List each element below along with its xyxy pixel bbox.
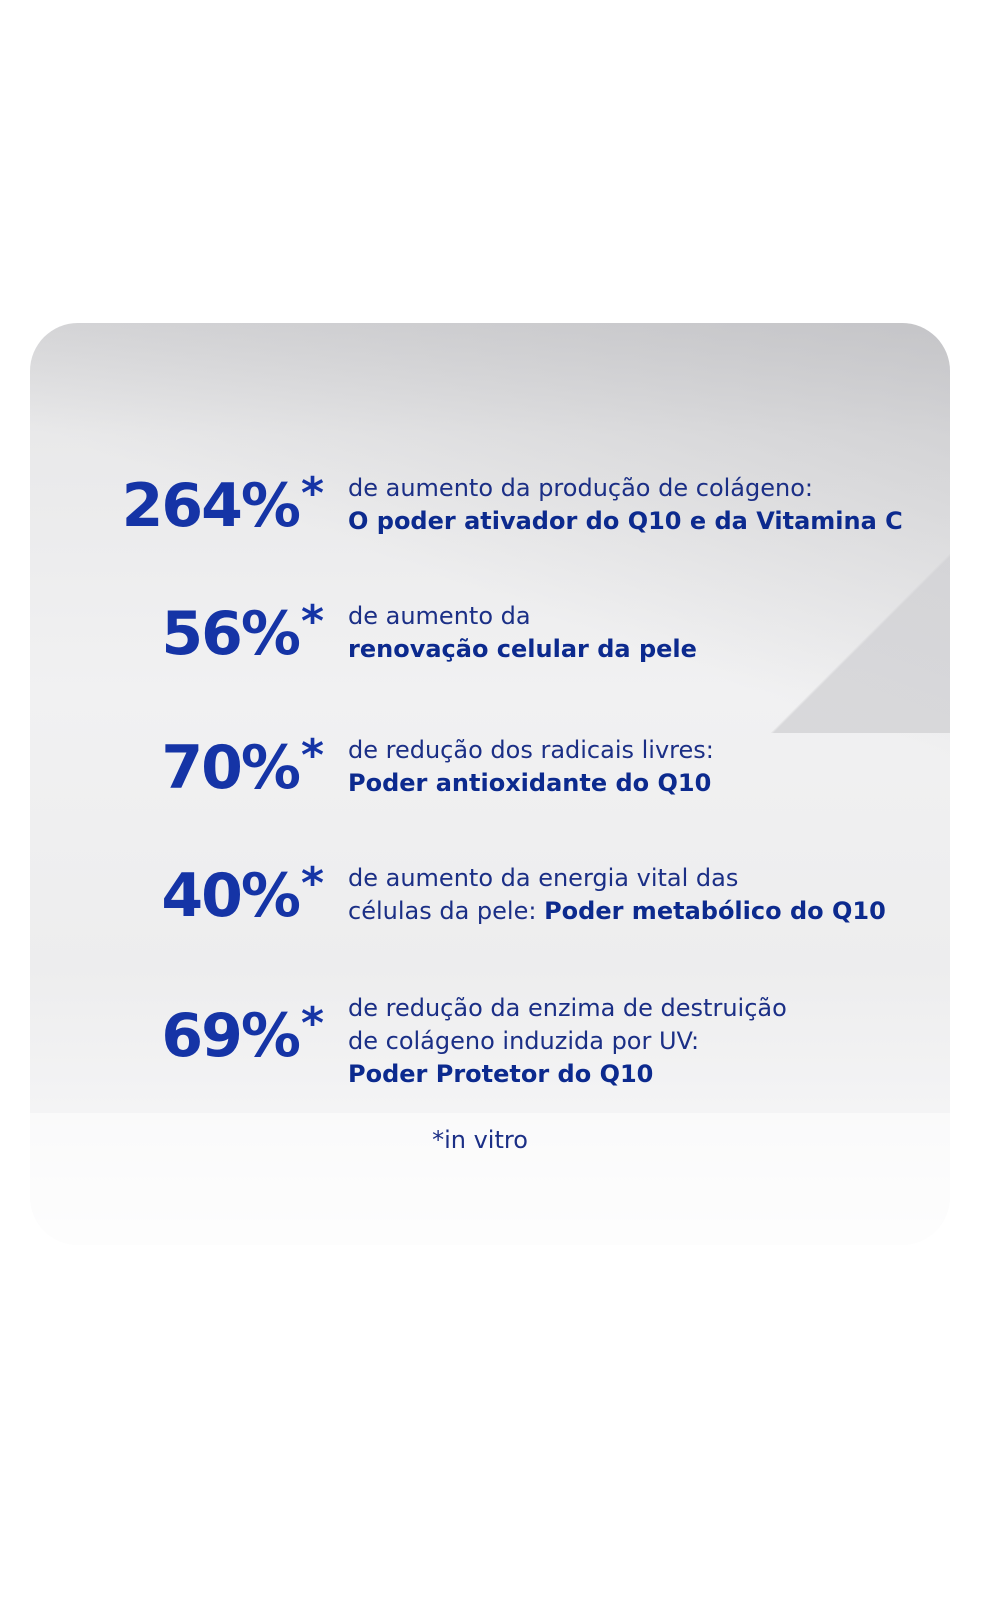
background-shape [30, 323, 950, 1245]
stat-number: 56% [161, 599, 301, 669]
bold-text: Poder antioxidante do Q10 [348, 769, 712, 797]
description-line: O poder ativador do Q10 e da Vitamina C [348, 505, 903, 538]
regular-text: de colágeno induzida por UV: [348, 1027, 700, 1055]
bold-text: Poder metabólico do Q10 [544, 897, 886, 925]
stat-number: 40% [161, 861, 301, 931]
asterisk: * [300, 730, 324, 781]
description-line: de redução dos radicais livres: [348, 734, 714, 767]
description-line: de redução da enzima de destruição [348, 992, 787, 1025]
footnote: *in vitro [432, 1126, 528, 1154]
description-line: de aumento da energia vital das [348, 862, 886, 895]
regular-text: de aumento da produção de colágeno: [348, 474, 813, 502]
stat-value: 69%* [161, 1002, 324, 1067]
regular-text: células da pele: [348, 897, 545, 925]
asterisk: * [300, 998, 324, 1049]
stat-number: 264% [121, 471, 301, 541]
asterisk: * [300, 858, 324, 909]
stat-value: 264%* [122, 472, 324, 537]
stat-description: de redução dos radicais livres: Poder ant… [348, 734, 714, 800]
regular-text: de redução dos radicais livres: [348, 736, 714, 764]
stat-description: de aumento da renovação celular da pele [348, 600, 697, 666]
stat-description: de aumento da energia vital das células d… [348, 862, 886, 928]
info-card [30, 323, 950, 1245]
regular-text: de aumento da energia vital das [348, 864, 739, 892]
stat-value: 56%* [161, 600, 324, 665]
background-shape [30, 1113, 950, 1245]
description-line: de aumento da produção de colágeno: [348, 472, 903, 505]
regular-text: de aumento da [348, 602, 531, 630]
stat-number: 70% [161, 733, 301, 803]
asterisk: * [300, 596, 324, 647]
regular-text: de redução da enzima de destruição [348, 994, 787, 1022]
stat-description: de aumento da produção de colágeno: O pod… [348, 472, 903, 538]
bold-text: Poder Protetor do Q10 [348, 1060, 654, 1088]
description-line: de colágeno induzida por UV: [348, 1025, 787, 1058]
description-line: renovação celular da pele [348, 633, 697, 666]
background-shape [770, 553, 950, 733]
description-line: Poder antioxidante do Q10 [348, 767, 714, 800]
stat-value: 40%* [161, 862, 324, 927]
bold-text: renovação celular da pele [348, 635, 697, 663]
bold-text: O poder ativador do Q10 e da Vitamina C [348, 507, 903, 535]
asterisk: * [300, 468, 324, 519]
stat-value: 70%* [161, 734, 324, 799]
stat-description: de redução da enzima de destruição de col… [348, 992, 787, 1091]
description-line: de aumento da [348, 600, 697, 633]
description-line: Poder Protetor do Q10 [348, 1058, 787, 1091]
stat-number: 69% [161, 1001, 301, 1071]
description-line: células da pele: Poder metabólico do Q10 [348, 895, 886, 928]
